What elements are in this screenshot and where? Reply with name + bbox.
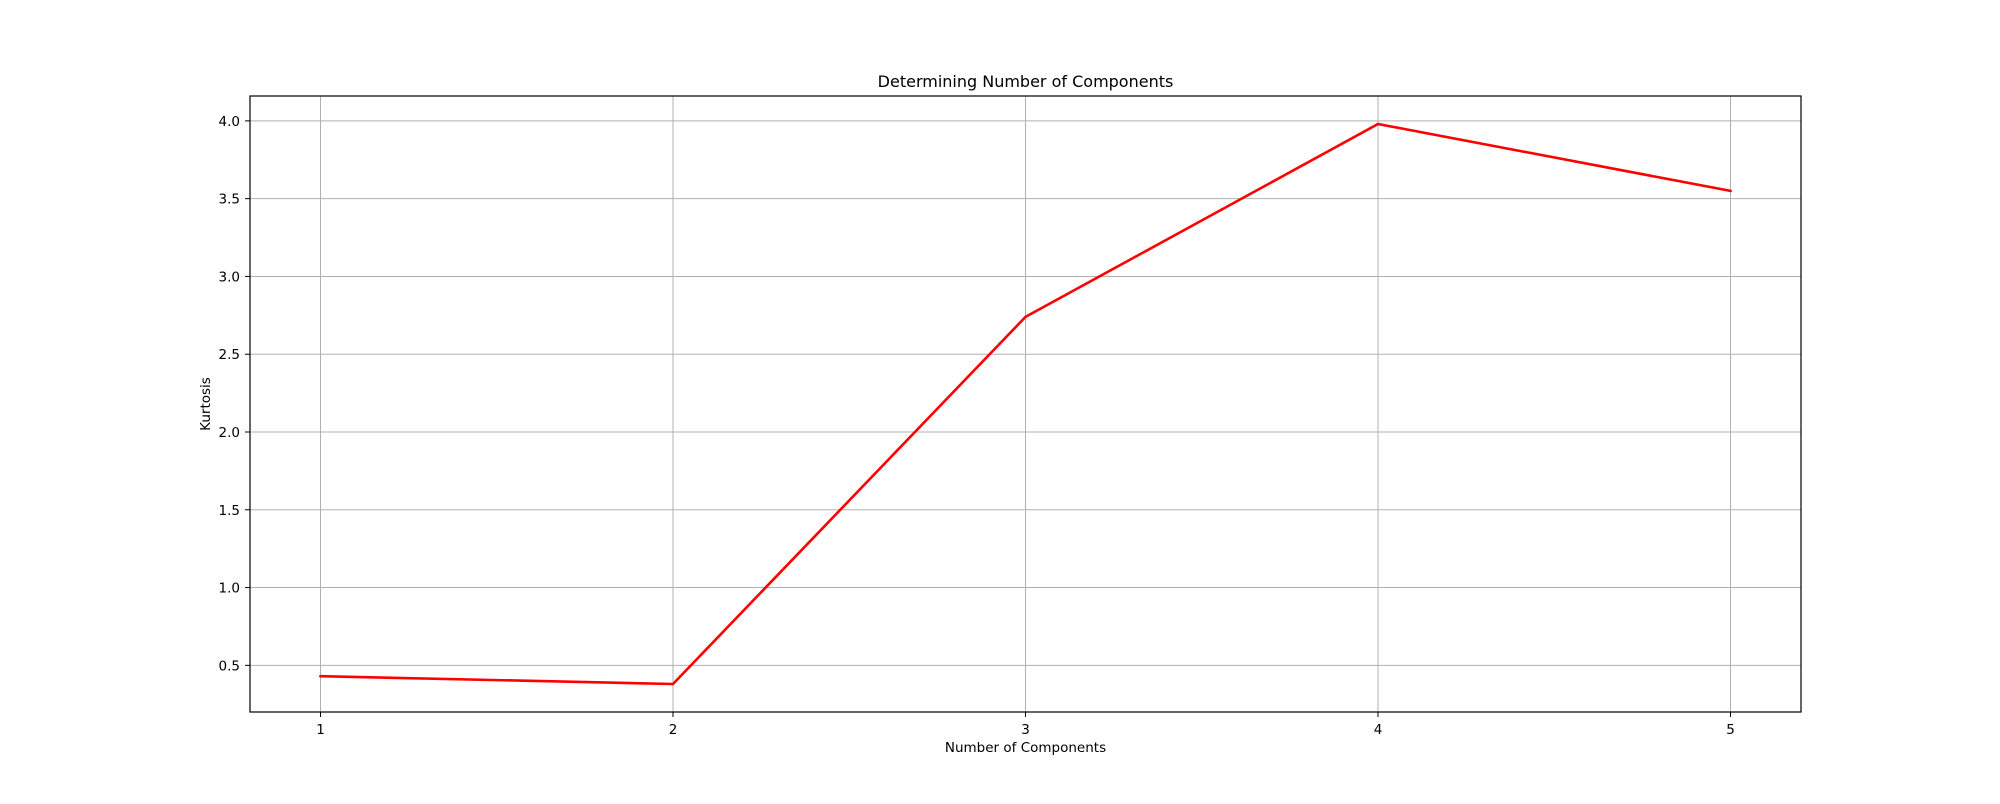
x-tick-label: 3: [1021, 722, 1030, 738]
x-tick-label: 1: [316, 722, 325, 738]
data-point: [1376, 122, 1380, 126]
x-tick-label: 4: [1374, 722, 1383, 738]
data-point: [1729, 189, 1732, 193]
y-tick-label: 2.5: [219, 347, 240, 363]
data-point: [671, 682, 675, 686]
y-tick-label: 3.5: [219, 192, 240, 208]
chart-title: Determining Number of Components: [878, 72, 1174, 91]
x-tick-label: 5: [1726, 722, 1735, 738]
series-layer: [319, 122, 1732, 686]
x-tick-label: 2: [669, 722, 678, 738]
x-axis-label: Number of Components: [945, 740, 1106, 756]
ticks: 1 2 3 4 5 0.5 1.0 1.5 2.0 2.5 3.0 3.5 4.0: [219, 114, 1735, 738]
data-point: [319, 674, 322, 678]
y-tick-label: 3.0: [219, 269, 240, 285]
y-tick-label: 4.0: [219, 114, 240, 130]
y-tick-label: 2.0: [219, 425, 240, 441]
y-tick-label: 1.0: [219, 581, 240, 597]
y-axis-label: Kurtosis: [198, 377, 214, 431]
y-tick-label: 0.5: [219, 658, 240, 674]
grid: [250, 96, 1801, 712]
data-point: [1024, 315, 1027, 319]
y-tick-label: 1.5: [219, 503, 240, 519]
